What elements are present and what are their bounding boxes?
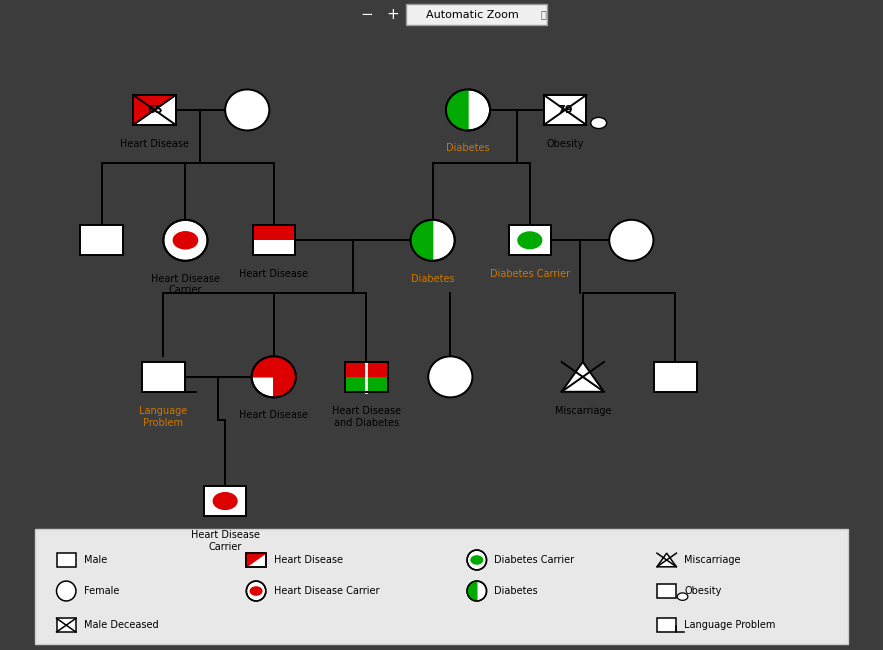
Bar: [133, 95, 176, 125]
Text: Diabetes Carrier: Diabetes Carrier: [490, 270, 570, 280]
Ellipse shape: [467, 550, 487, 570]
Circle shape: [677, 593, 688, 601]
Circle shape: [250, 587, 262, 595]
Text: Heart Disease: Heart Disease: [274, 555, 343, 565]
Circle shape: [518, 232, 541, 249]
Circle shape: [214, 493, 237, 510]
Bar: [253, 226, 295, 255]
Polygon shape: [133, 95, 176, 125]
Bar: [509, 226, 551, 255]
Ellipse shape: [57, 581, 76, 601]
Bar: [57, 618, 76, 632]
Text: 65: 65: [147, 105, 162, 115]
Bar: [142, 362, 185, 392]
Polygon shape: [446, 90, 468, 131]
Circle shape: [471, 556, 483, 564]
Bar: [544, 95, 586, 125]
Polygon shape: [657, 553, 676, 567]
Bar: [35, 529, 848, 644]
Ellipse shape: [428, 356, 472, 397]
Text: Obesity: Obesity: [684, 586, 721, 596]
Text: Male: Male: [84, 555, 107, 565]
Text: Heart Disease: Heart Disease: [239, 270, 308, 280]
Bar: [657, 584, 676, 598]
Ellipse shape: [246, 581, 266, 601]
Ellipse shape: [252, 356, 296, 397]
Text: Heart Disease Carrier: Heart Disease Carrier: [274, 586, 379, 596]
Text: Heart Disease: Heart Disease: [120, 139, 189, 149]
Ellipse shape: [446, 90, 490, 131]
Circle shape: [173, 232, 198, 249]
Text: Automatic Zoom: Automatic Zoom: [426, 10, 519, 20]
Bar: [133, 95, 176, 125]
Bar: [345, 362, 388, 377]
Text: Male Deceased: Male Deceased: [84, 620, 159, 630]
Text: Diabetes: Diabetes: [411, 274, 455, 284]
Bar: [406, 5, 547, 25]
Ellipse shape: [225, 90, 269, 131]
Text: Diabetes: Diabetes: [494, 586, 538, 596]
Text: Diabetes: Diabetes: [446, 144, 490, 153]
Bar: [253, 226, 295, 255]
Text: Heart Disease
and Diabetes: Heart Disease and Diabetes: [332, 406, 401, 428]
Text: Obesity: Obesity: [547, 139, 584, 149]
Bar: [204, 486, 246, 516]
Bar: [345, 362, 388, 392]
Bar: [654, 362, 697, 392]
Text: ⬥: ⬥: [540, 10, 546, 20]
Bar: [657, 618, 676, 632]
Bar: [80, 226, 123, 255]
Text: Heart Disease: Heart Disease: [239, 410, 308, 421]
Text: Miscarriage: Miscarriage: [555, 406, 611, 416]
Bar: [57, 553, 76, 567]
Bar: [246, 553, 266, 567]
Text: Diabetes Carrier: Diabetes Carrier: [494, 555, 575, 565]
Bar: [253, 226, 295, 240]
Polygon shape: [252, 356, 296, 397]
Text: 79: 79: [557, 105, 573, 115]
Bar: [246, 553, 266, 567]
Text: Female: Female: [84, 586, 119, 596]
Text: −: −: [360, 7, 373, 22]
Circle shape: [591, 118, 607, 129]
Ellipse shape: [163, 220, 208, 261]
Text: Miscarriage: Miscarriage: [684, 555, 741, 565]
Bar: [345, 362, 388, 392]
Text: Heart Disease
Carrier: Heart Disease Carrier: [151, 274, 220, 296]
Polygon shape: [562, 362, 604, 392]
Text: Language
Problem: Language Problem: [140, 406, 187, 428]
Text: Language Problem: Language Problem: [684, 620, 775, 630]
Polygon shape: [411, 220, 433, 261]
Polygon shape: [467, 581, 477, 601]
Ellipse shape: [411, 220, 455, 261]
Ellipse shape: [467, 581, 487, 601]
Polygon shape: [246, 553, 266, 567]
Bar: [345, 377, 388, 392]
Text: Heart Disease
Carrier: Heart Disease Carrier: [191, 530, 260, 552]
Text: +: +: [387, 7, 399, 22]
Ellipse shape: [609, 220, 653, 261]
